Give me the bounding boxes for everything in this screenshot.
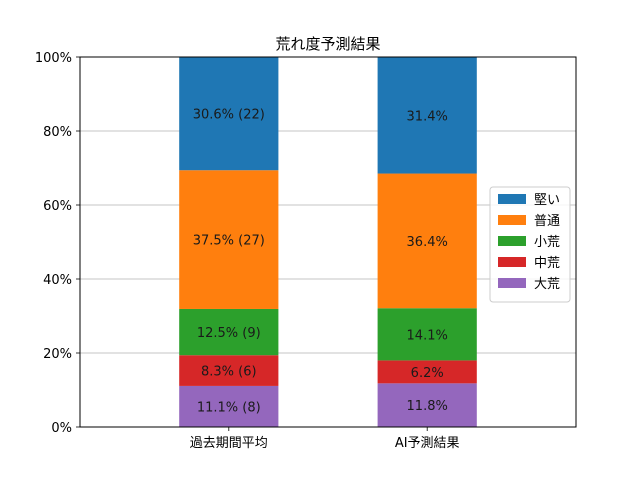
bar-segment [179,170,279,309]
y-tick-label: 60% [43,199,72,214]
y-tick-label: 40% [43,273,72,288]
bars [179,57,477,427]
data-label: 11.1% (8) [197,400,261,415]
data-label: 37.5% (27) [193,234,265,249]
legend-entry: 中荒 [534,256,560,271]
bar-segment [377,383,477,427]
bar-segment [377,360,477,384]
bar-segment [377,57,477,174]
data-label: 31.4% [407,109,448,124]
legend-swatch [498,194,526,204]
legend-entry: 普通 [534,214,560,229]
data-label: 30.6% (22) [193,108,265,123]
y-tick-label: 20% [43,347,72,362]
legend-swatch [498,215,526,225]
legend-swatch [498,257,526,267]
bar-segment [377,173,477,309]
y-tick-label: 0% [51,421,72,436]
data-label: 36.4% [407,235,448,250]
legend-swatch [498,278,526,288]
y-axis: 0% 20% 40% 60% 80% 100% [35,51,80,436]
legend-entry: 堅い [534,193,560,208]
data-label: 14.1% [407,328,448,343]
chart-title: 荒れ度予測結果 [275,35,380,53]
bar-segment [179,57,279,171]
plot-frame [79,56,577,428]
legend-entry: 大荒 [534,277,560,292]
data-label: 6.2% [411,366,444,381]
data-label: 8.3% (6) [201,365,257,380]
data-label: 11.8% [407,399,448,414]
bar-segment [179,385,279,427]
bar-segment [179,355,279,386]
bar-segment [377,308,477,361]
data-label: 12.5% (9) [197,326,261,341]
segment-labels: 11.1% (8) 8.3% (6) 12.5% (9) 37.5% (27) 30.6… [193,108,448,416]
x-tick-label: AI予測結果 [395,436,460,451]
bar-segment [179,308,279,356]
y-tick-label: 100% [35,51,72,66]
legend-entry: 小荒 [534,235,560,250]
x-tick-label: 過去期間平均 [190,436,268,451]
y-tick-label: 80% [43,125,72,140]
legend-swatch [498,236,526,246]
x-axis: 過去期間平均 AI予測結果 [190,427,460,451]
